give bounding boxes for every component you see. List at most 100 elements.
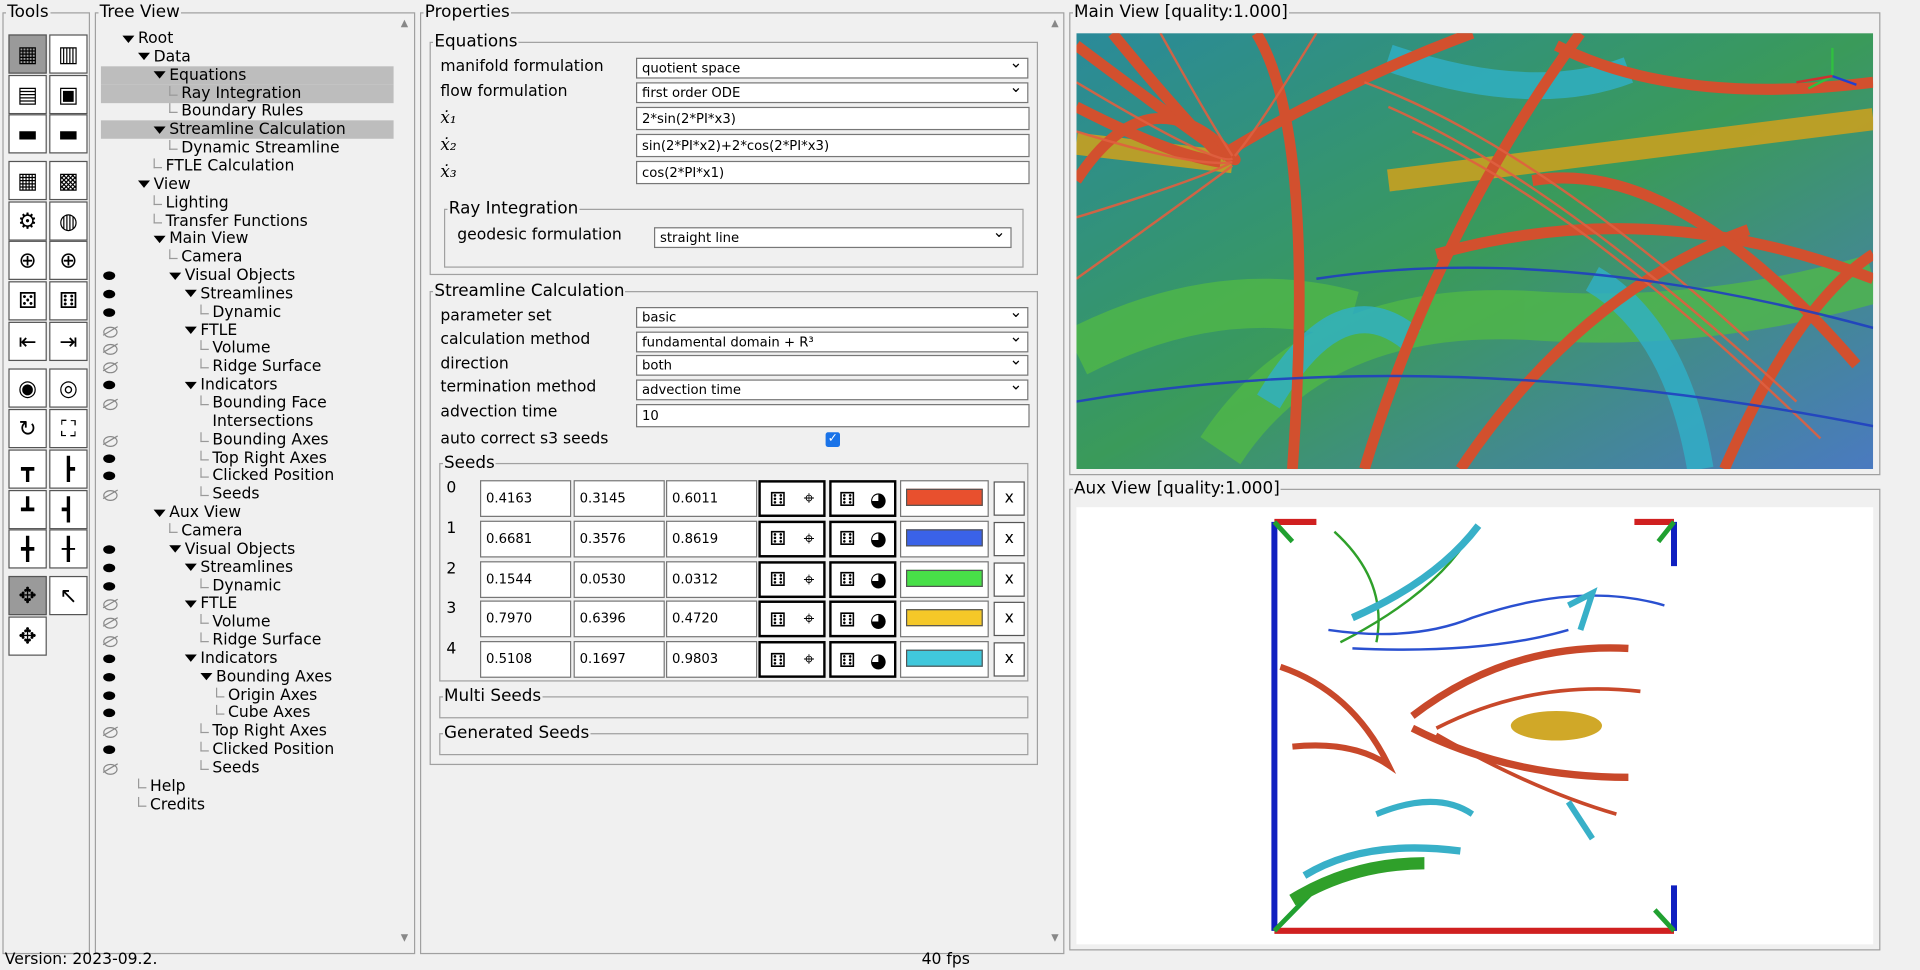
select-cursor-button[interactable]: ↖ (49, 575, 88, 616)
calculator-chart-button[interactable]: ▩ (49, 160, 88, 201)
eye-slash-icon[interactable] (101, 635, 120, 648)
zoom-pin-button[interactable]: ⊕ (8, 240, 47, 280)
tree-item[interactable]: Help (138, 777, 186, 796)
camera-reset-button[interactable]: ↻ (8, 408, 47, 449)
seed-x-input[interactable]: 0.6681 (480, 520, 572, 558)
layout-b-button[interactable]: ▥ (49, 34, 88, 74)
seed-y-input[interactable]: 0.3145 (573, 480, 665, 517)
x1-input[interactable]: 2*sin(2*PI*x3) (636, 106, 1030, 131)
tree-item[interactable]: Camera (169, 248, 242, 267)
eye-icon[interactable] (101, 307, 120, 319)
eye-icon[interactable] (101, 653, 120, 665)
tree-item[interactable]: Origin Axes (216, 686, 317, 704)
tree-item[interactable]: Aux View (153, 504, 241, 522)
seed-color-picker[interactable] (900, 560, 989, 598)
seed-x-input[interactable]: 0.4163 (480, 480, 572, 517)
expand-triangle-icon[interactable] (122, 34, 135, 43)
expand-triangle-icon[interactable] (153, 71, 166, 79)
layout-f-button[interactable]: ▬ (49, 114, 88, 154)
axes-f-button[interactable]: ╂ (49, 529, 88, 569)
tree-scroll-up[interactable]: ▲ (400, 17, 409, 29)
eye-icon[interactable] (101, 471, 120, 483)
expand-triangle-icon[interactable] (184, 563, 197, 572)
tree-item[interactable]: Indicators (184, 376, 277, 394)
tree-item[interactable]: Cube Axes (216, 704, 310, 723)
camera-frame-button[interactable]: ⛶ (49, 408, 88, 449)
export-button[interactable]: ⇥ (49, 321, 88, 362)
autocorrect-checkbox[interactable]: ✓ (825, 432, 841, 447)
seed-y-input[interactable]: 0.3576 (573, 520, 665, 558)
expand-triangle-icon[interactable] (138, 53, 150, 61)
tree-item[interactable]: Visual Objects (169, 540, 295, 558)
layout-d-button[interactable]: ▣ (49, 74, 88, 115)
main-view-canvas[interactable] (1076, 33, 1874, 470)
randomize-position-button[interactable]: ⚅ ⌖ (758, 560, 826, 598)
eye-icon[interactable] (101, 690, 120, 702)
expand-triangle-icon[interactable] (169, 545, 182, 553)
seed-color-picker[interactable] (900, 520, 989, 558)
flow-select[interactable]: first order ODE (636, 79, 1029, 104)
eye-icon[interactable] (101, 453, 120, 465)
eye-icon[interactable] (101, 544, 120, 556)
x3-input[interactable]: cos(2*PI*x1) (636, 160, 1030, 185)
termination-select[interactable]: advection time (636, 376, 1029, 401)
eye-slash-icon[interactable] (101, 763, 120, 775)
expand-triangle-icon[interactable] (184, 655, 197, 663)
move-button[interactable]: ✥ (8, 616, 47, 656)
expand-triangle-icon[interactable] (184, 326, 197, 335)
generated-seeds-group[interactable]: Generated Seeds (439, 723, 1029, 756)
tree-item[interactable]: Data (138, 48, 191, 66)
seed-y-input[interactable]: 0.1697 (573, 641, 665, 679)
tree-item[interactable]: Equations (153, 66, 246, 84)
zoom-target-button[interactable]: ⊕ (49, 240, 88, 280)
tree-item[interactable]: Streamlines (184, 558, 293, 577)
layout-c-button[interactable]: ▤ (8, 74, 47, 115)
randomize-position-button[interactable]: ⚅ ⌖ (758, 480, 826, 517)
tree-item[interactable]: Clicked Position (200, 741, 334, 759)
eye-icon[interactable] (101, 708, 120, 720)
tree-item[interactable]: Bounding Axes (200, 668, 332, 686)
tree-item[interactable]: Visual Objects (169, 267, 295, 285)
globe-button[interactable]: ◍ (49, 201, 88, 241)
tree-item[interactable]: Seeds (200, 485, 260, 504)
seed-z-input[interactable]: 0.6011 (666, 480, 758, 517)
seed-y-input[interactable]: 0.0530 (573, 560, 665, 598)
eye-icon[interactable] (101, 744, 120, 756)
eye-slash-icon[interactable] (101, 361, 120, 374)
eye-slash-icon[interactable] (101, 489, 120, 502)
calc-method-select[interactable]: fundamental domain + R³ (636, 328, 1029, 353)
expand-triangle-icon[interactable] (200, 673, 213, 681)
direction-select[interactable]: both (636, 351, 1029, 376)
advection-time-input[interactable]: 10 (636, 404, 1030, 428)
tree-item[interactable]: Top Right Axes (200, 449, 327, 467)
seed-z-input[interactable]: 0.4720 (666, 600, 758, 638)
seed-y-input[interactable]: 0.6396 (573, 600, 665, 638)
tree-item[interactable]: Ray Integration (169, 84, 301, 103)
layout-a-button[interactable]: ▦ (8, 34, 47, 74)
calculator-button[interactable]: ▦ (8, 160, 47, 201)
seed-x-input[interactable]: 0.1544 (480, 560, 572, 598)
randomize-color-button[interactable]: ⚅ ◕ (829, 641, 897, 679)
tree-item[interactable]: Dynamic Streamline (169, 139, 340, 157)
tree-view[interactable]: Root Data Equations Ray Integration Boundary… (100, 26, 401, 959)
seed-color-picker[interactable] (900, 480, 989, 517)
move-camera-button[interactable]: ✥ (8, 575, 47, 616)
remove-seed-button[interactable]: x (993, 521, 1025, 557)
eye-slash-icon[interactable] (101, 617, 120, 629)
tree-item[interactable]: Transfer Functions (153, 212, 308, 230)
camera-red-button[interactable]: ◉ (8, 368, 47, 408)
tree-item[interactable]: Bounding Face (200, 394, 327, 413)
seed-color-picker[interactable] (900, 600, 989, 638)
layout-e-button[interactable]: ▬ (8, 114, 47, 154)
tree-item[interactable]: Bounding Axes (200, 431, 329, 449)
tree-item[interactable]: Main View (153, 230, 248, 248)
eye-slash-icon[interactable] (101, 726, 120, 739)
seed-z-input[interactable]: 0.9803 (666, 641, 758, 679)
remove-seed-button[interactable]: x (993, 602, 1025, 637)
randomize-position-button[interactable]: ⚅ ⌖ (758, 520, 826, 558)
tree-item[interactable]: Boundary Rules (169, 102, 303, 121)
tree-item[interactable]: Top Right Axes (200, 722, 327, 741)
randomize-color-button[interactable]: ⚅ ◕ (829, 600, 897, 638)
tree-item[interactable]: Indicators (184, 649, 277, 668)
randomize-position-button[interactable]: ⚅ ⌖ (758, 641, 826, 679)
